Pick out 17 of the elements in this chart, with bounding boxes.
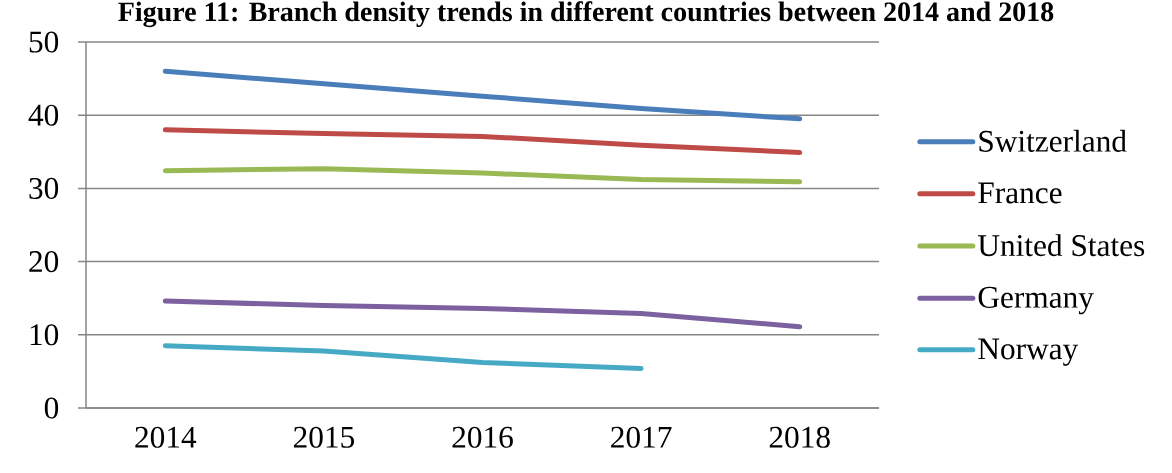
legend-label: United States [977,234,1145,257]
x-tick-label: 2014 [135,426,197,448]
y-tick-label: 0 [44,397,59,419]
y-tick-label: 40 [28,104,59,126]
x-tick-label: 2015 [293,426,354,448]
x-tick-label: 2017 [611,426,672,448]
x-tick-label: 2016 [452,426,513,448]
legend-label: Germany [978,286,1094,315]
y-tick-label: 30 [29,177,59,199]
legend-label: Switzerland [979,129,1127,152]
y-tick-label: 20 [29,251,59,273]
x-tick-label: 2018 [769,426,830,448]
legend-label: Norway [978,338,1079,366]
chart-title: Figure 11: Branch density trends in different countries between 2014 and 2018 [118,1,1054,28]
y-tick-label: 50 [29,31,59,53]
legend-label: France [978,182,1062,204]
y-tick-label: 10 [30,324,59,346]
